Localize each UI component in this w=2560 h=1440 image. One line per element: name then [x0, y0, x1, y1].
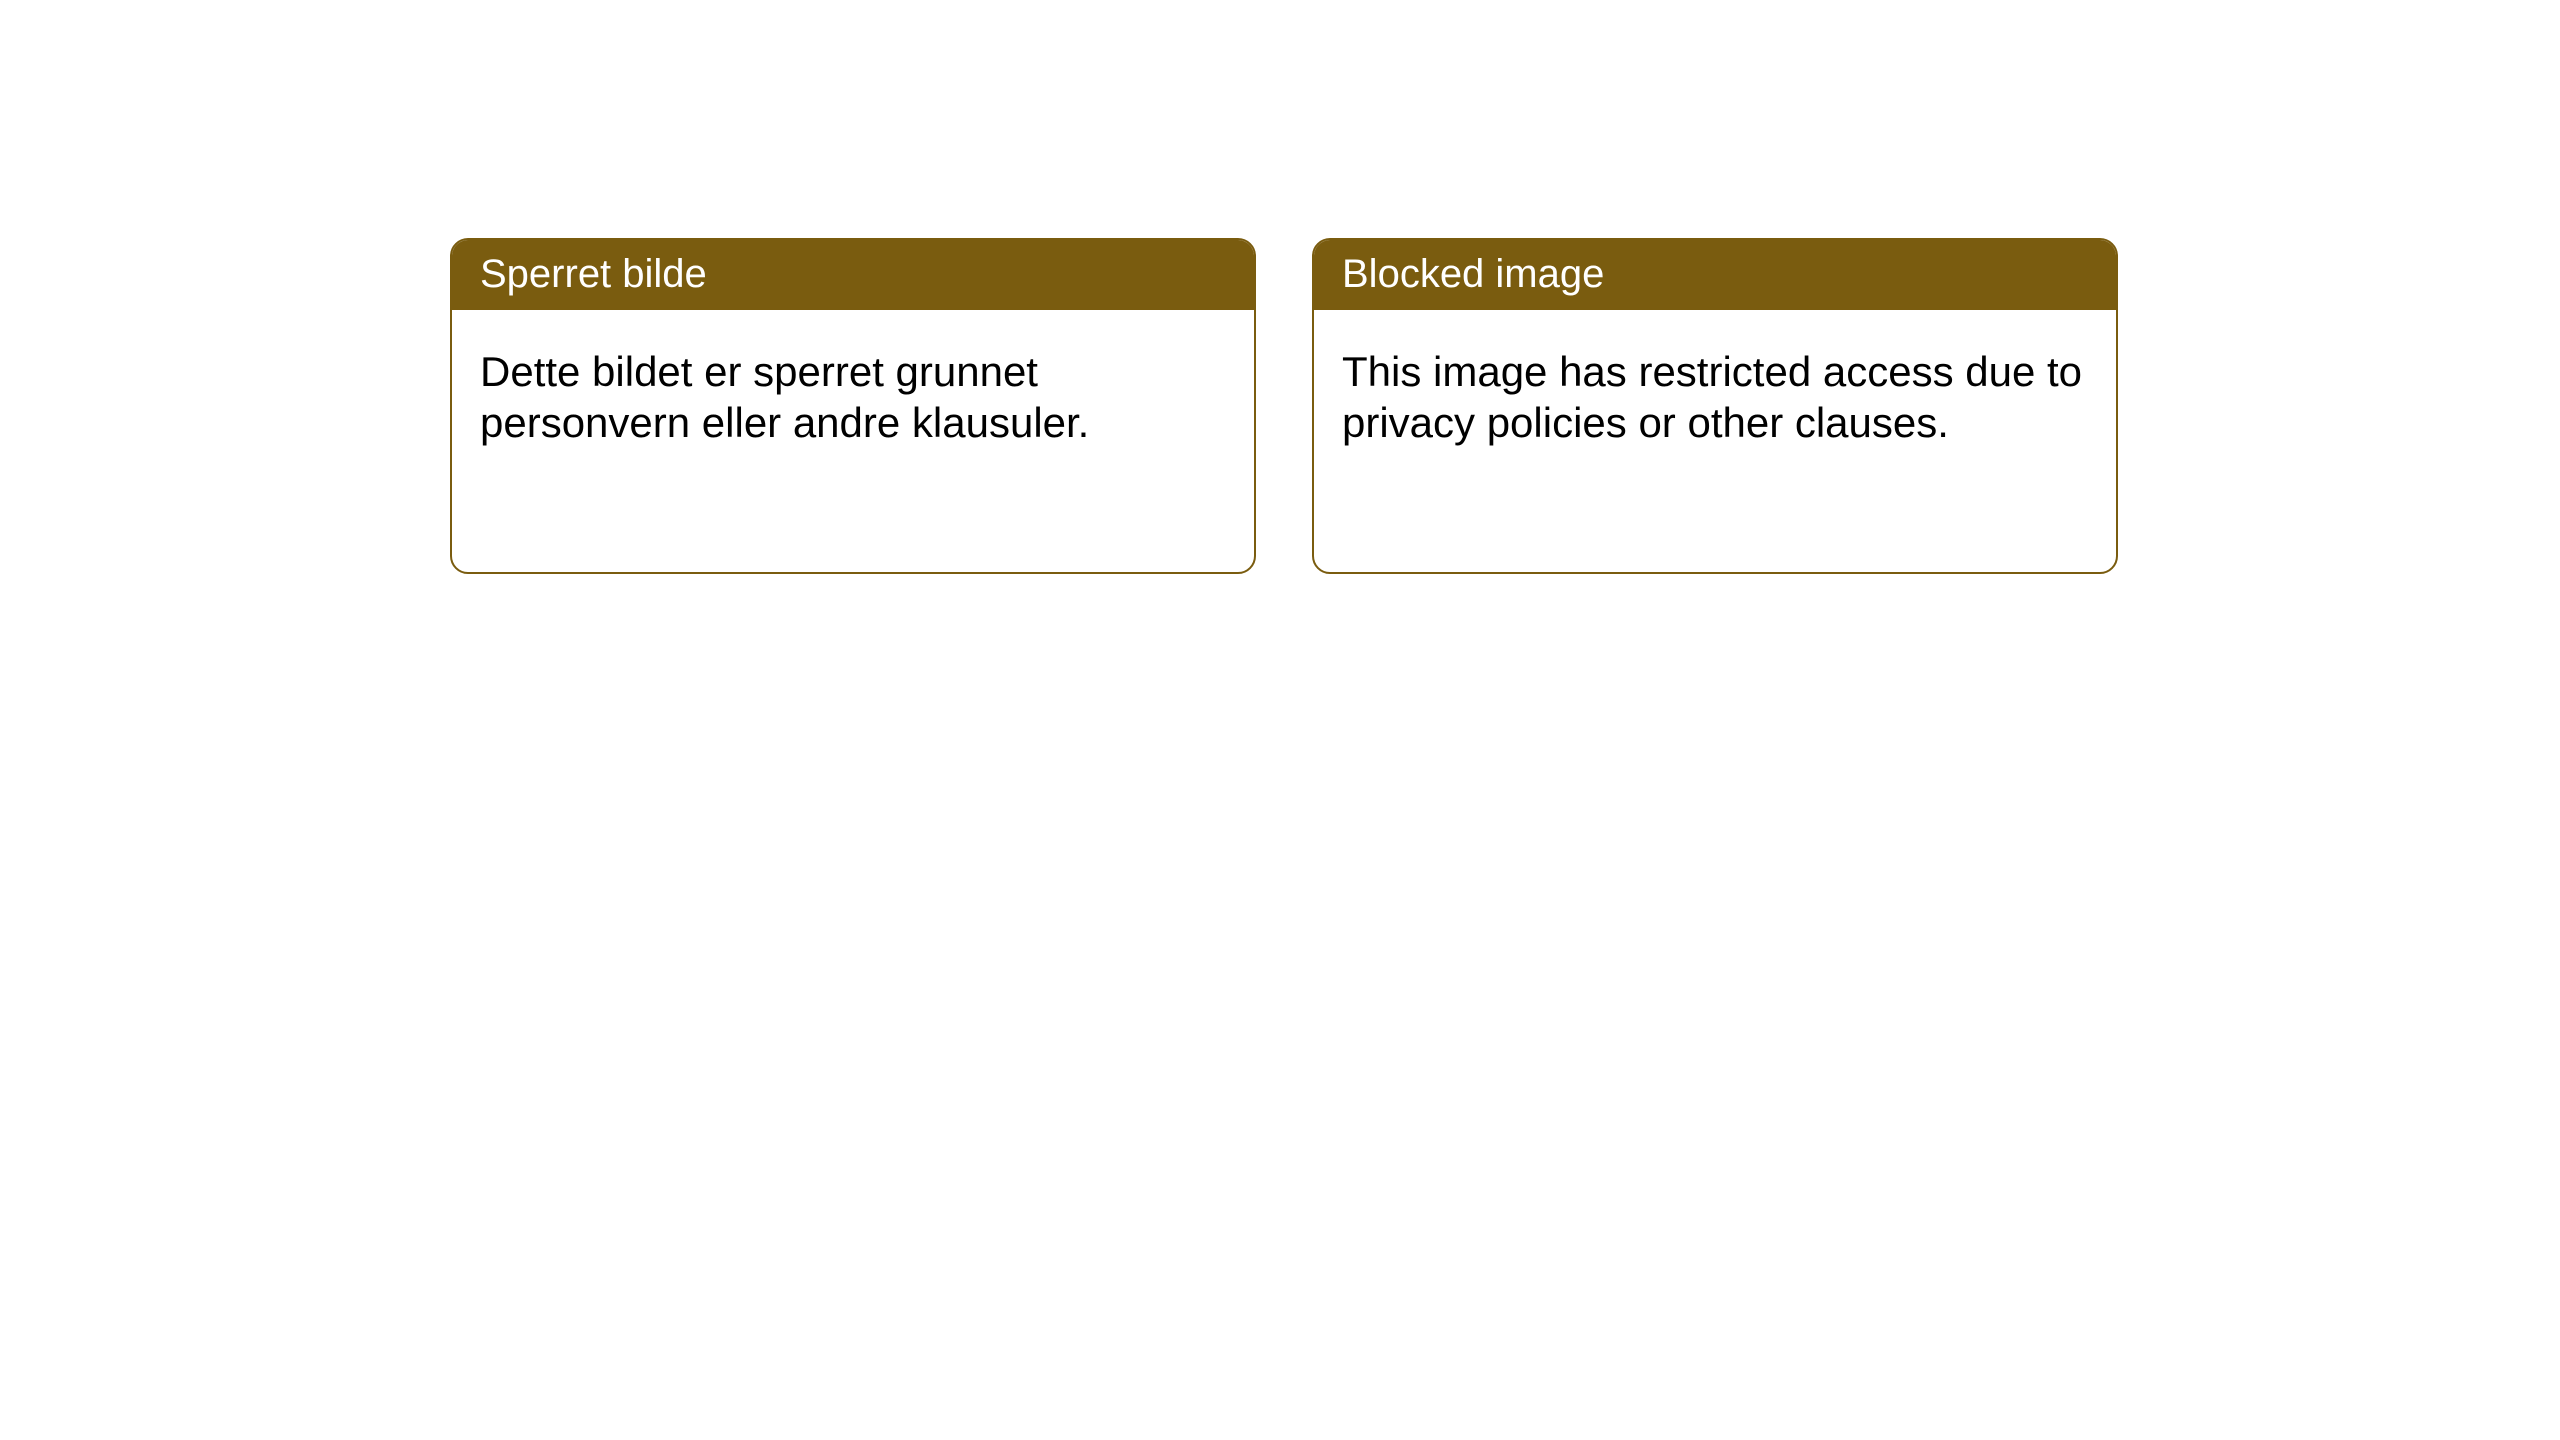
blocked-image-card-no: Sperret bilde Dette bildet er sperret gr… — [450, 238, 1256, 574]
card-title: Sperret bilde — [480, 252, 707, 296]
notice-container: Sperret bilde Dette bildet er sperret gr… — [0, 0, 2560, 574]
card-body: Dette bildet er sperret grunnet personve… — [452, 310, 1254, 476]
card-header: Sperret bilde — [452, 240, 1254, 310]
card-body-text: This image has restricted access due to … — [1342, 348, 2082, 446]
card-title: Blocked image — [1342, 252, 1604, 296]
card-header: Blocked image — [1314, 240, 2116, 310]
card-body: This image has restricted access due to … — [1314, 310, 2116, 476]
blocked-image-card-en: Blocked image This image has restricted … — [1312, 238, 2118, 574]
card-body-text: Dette bildet er sperret grunnet personve… — [480, 348, 1089, 446]
